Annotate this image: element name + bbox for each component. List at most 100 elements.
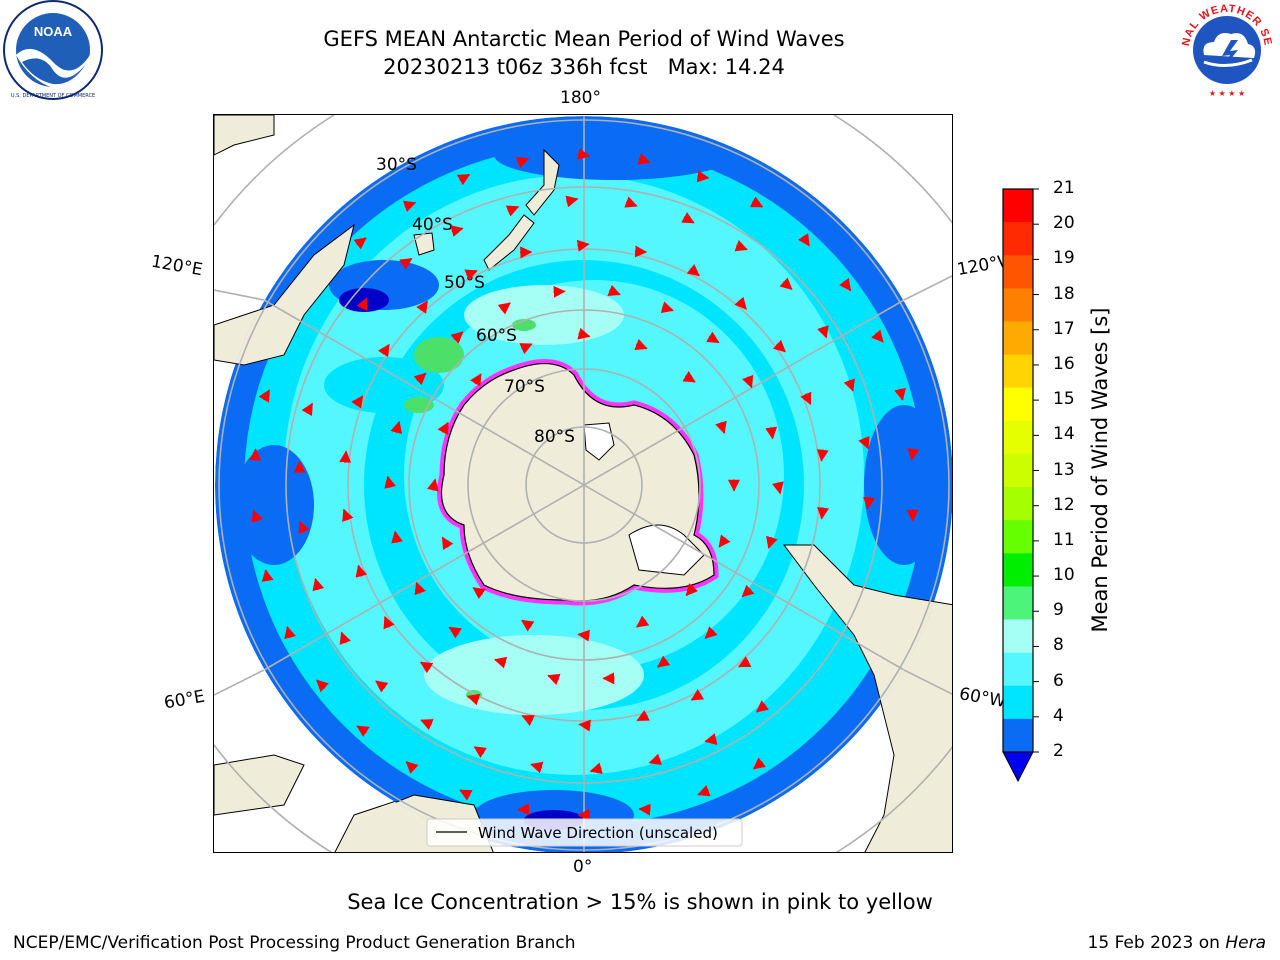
wind-arrow (798, 233, 810, 247)
colorbar-tick-label: 4 (1053, 705, 1064, 726)
wind-arrow (636, 710, 650, 722)
wind-arrow (339, 450, 352, 463)
wind-arrow (459, 789, 473, 801)
wind-arrow (413, 372, 427, 386)
wind-arrow (704, 733, 718, 745)
colorbar-tick-label: 2 (1053, 741, 1064, 761)
wind-arrow (800, 391, 812, 406)
wind-arrow (871, 329, 884, 343)
wind-arrow (752, 757, 766, 770)
wind-arrow (755, 700, 770, 713)
footer-date: 15 Feb 2023 on Hera (1087, 933, 1266, 953)
colorbar-tick-label: 6 (1053, 670, 1064, 691)
wind-arrow (734, 240, 748, 252)
wind-arrow (473, 746, 487, 758)
wind-arrow (378, 343, 390, 358)
wind-arrow (355, 564, 368, 578)
svg-text:★ ★ ★ ★: ★ ★ ★ ★ (1209, 89, 1245, 98)
wind-arrow (391, 530, 403, 544)
colorbar-segment (1003, 718, 1033, 753)
wind-arrow (249, 448, 262, 461)
wind-wave-arrows (249, 148, 920, 821)
wind-arrow (607, 284, 621, 297)
wind-arrow (843, 378, 855, 392)
wind-arrow (779, 277, 793, 290)
lat-label-30s: 30°S (376, 155, 417, 175)
nws-logo: NATIONAL WEATHER SERVICE ★ ★ ★ ★ (1176, 0, 1275, 98)
lon-label-left-upper: 120°E (149, 251, 205, 281)
colorbar-tick-label: 8 (1053, 635, 1064, 656)
wind-arrow (696, 170, 710, 183)
wind-arrow (284, 625, 296, 640)
wind-arrow (427, 478, 439, 492)
wind-arrow (466, 693, 481, 706)
colorbar-segment (1003, 586, 1033, 621)
wind-arrow (749, 196, 764, 208)
wind-arrow (907, 448, 920, 461)
legend-label: Wind Wave Direction (unscaled) (478, 824, 718, 842)
wind-arrow (576, 239, 590, 252)
wind-arrow (734, 296, 747, 310)
wind-arrow (384, 475, 397, 489)
wind-arrow (839, 277, 852, 292)
wave-field (215, 116, 952, 852)
wind-arrow (765, 426, 778, 440)
wind-arrow (464, 269, 478, 281)
wind-arrow (414, 581, 426, 596)
wind-arrow (472, 587, 486, 600)
colorbar-tick-label: 9 (1053, 600, 1064, 621)
wind-arrow (637, 153, 651, 165)
colorbar-tick-label: 10 (1053, 565, 1075, 586)
wind-arrow (405, 761, 419, 774)
wind-arrow (450, 331, 464, 344)
wind-arrow (742, 374, 754, 389)
wind-arrow (816, 449, 829, 462)
map-panel: 30°S 40°S 50°S 60°S 70°S 80°S Wind Wave … (213, 114, 953, 853)
wind-arrow (353, 237, 367, 250)
wind-arrow (251, 509, 263, 523)
wind-arrow (375, 680, 389, 693)
wind-arrow (493, 656, 508, 669)
colorbar-segment (1003, 255, 1033, 289)
wind-arrow (858, 435, 870, 450)
colorbar-segment (1003, 652, 1033, 687)
wind-arrow (577, 327, 591, 340)
wind-arrow (772, 339, 786, 353)
wind-arrow (342, 508, 354, 523)
polar-map: 30°S 40°S 50°S 60°S 70°S 80°S Wind Wave … (214, 115, 952, 852)
wind-arrow (634, 338, 648, 351)
wind-arrow (416, 300, 429, 314)
lat-label-40s: 40°S (412, 215, 453, 235)
wind-arrow (547, 673, 561, 686)
wind-arrow (589, 762, 603, 775)
colorbar-segment (1003, 189, 1033, 223)
lon-label-bottom: 0° (573, 857, 593, 877)
colorbar-segment (1003, 520, 1033, 554)
colorbar-label: Mean Period of Wind Waves [s] (1088, 307, 1112, 633)
wind-arrow (441, 536, 454, 551)
wind-arrow (497, 302, 511, 315)
wind-arrow (771, 481, 784, 495)
colorbar-segment (1003, 685, 1033, 720)
wind-arrow (565, 195, 579, 208)
wind-arrow (258, 389, 271, 403)
sea-ice-note: Sea Ice Concentration > 15% is shown in … (347, 890, 933, 914)
colorbar-tick-label: 17 (1053, 318, 1075, 339)
noaa-logo-text: NOAA (34, 24, 73, 39)
wind-arrow (519, 343, 533, 355)
colorbar-tick-label: 12 (1053, 494, 1075, 515)
wind-arrow (261, 569, 274, 582)
wind-arrow (390, 420, 403, 435)
wind-arrow (894, 387, 906, 401)
wind-arrow (635, 615, 650, 628)
colorbar-tick-label: 16 (1053, 353, 1075, 374)
lat-label-70s: 70°S (504, 377, 545, 397)
colorbar-segment (1003, 487, 1033, 521)
colorbar-segment (1003, 420, 1033, 455)
wind-arrow (660, 301, 674, 313)
lat-label-60s: 60°S (476, 326, 517, 346)
wind-arrow (419, 661, 434, 674)
wind-arrow (681, 212, 695, 224)
wind-arrow (521, 715, 535, 726)
wind-arrow (657, 655, 671, 668)
